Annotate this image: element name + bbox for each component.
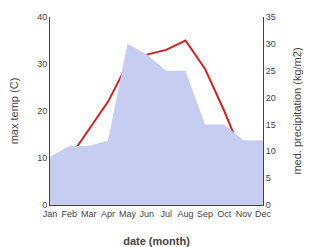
svg-text:10: 10: [37, 153, 47, 163]
svg-text:35: 35: [266, 12, 276, 22]
svg-text:0: 0: [42, 200, 47, 210]
svg-text:Sep: Sep: [197, 209, 213, 219]
svg-text:20: 20: [37, 106, 47, 116]
svg-text:Jul: Jul: [160, 209, 172, 219]
svg-text:Mar: Mar: [81, 209, 97, 219]
svg-text:Nov: Nov: [236, 209, 253, 219]
svg-text:Jan: Jan: [43, 209, 58, 219]
svg-text:med. precipitation (kg/m2): med. precipitation (kg/m2): [291, 47, 303, 174]
svg-text:Apr: Apr: [101, 209, 115, 219]
svg-text:May: May: [119, 209, 137, 219]
svg-text:max temp (C): max temp (C): [8, 78, 20, 145]
svg-text:10: 10: [266, 146, 276, 156]
svg-text:Dec: Dec: [255, 209, 272, 219]
svg-text:5: 5: [266, 173, 271, 183]
svg-text:Oct: Oct: [217, 209, 232, 219]
svg-text:Jun: Jun: [140, 209, 155, 219]
svg-text:30: 30: [37, 59, 47, 69]
svg-text:Feb: Feb: [62, 209, 78, 219]
svg-text:40: 40: [37, 12, 47, 22]
svg-text:date (month): date (month): [123, 235, 190, 247]
svg-text:20: 20: [266, 93, 276, 103]
svg-text:Aug: Aug: [178, 209, 194, 219]
svg-text:0: 0: [266, 200, 271, 210]
svg-text:30: 30: [266, 39, 276, 49]
svg-text:25: 25: [266, 66, 276, 76]
svg-text:15: 15: [266, 120, 276, 130]
